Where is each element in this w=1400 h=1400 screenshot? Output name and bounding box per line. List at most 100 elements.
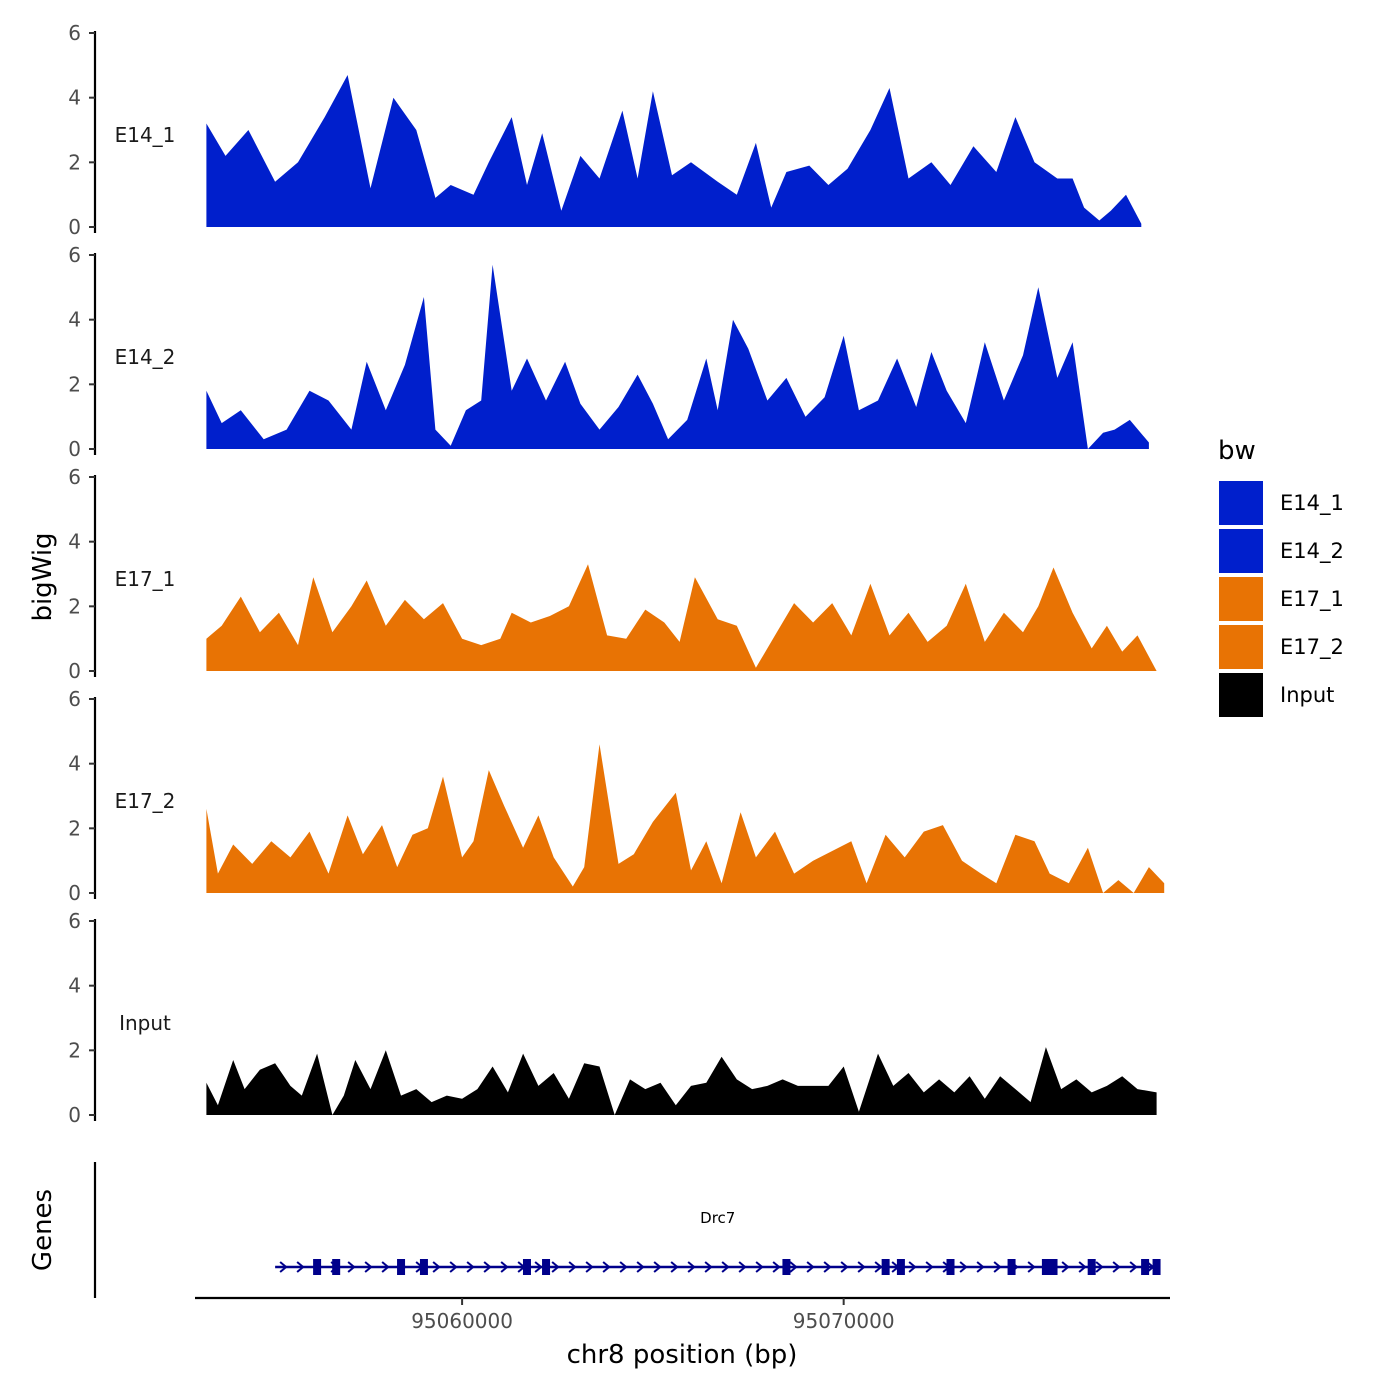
- strand-arrow: [1061, 1261, 1070, 1273]
- strand-arrow: [347, 1261, 356, 1273]
- strand-arrow: [772, 1261, 781, 1273]
- exon: [419, 1259, 428, 1275]
- strand-arrow: [1078, 1261, 1087, 1273]
- strand-arrow: [670, 1261, 679, 1273]
- track-panel-e17-2: 0 2 4 6 E17_2: [68, 687, 1165, 905]
- exon: [896, 1259, 905, 1275]
- legend-swatch: [1217, 575, 1265, 623]
- y-tick-label: 0: [68, 1103, 81, 1127]
- signal-area: [206, 744, 1165, 893]
- strand-arrow: [534, 1261, 543, 1273]
- exon: [313, 1259, 322, 1275]
- y-tick-label: 4: [68, 308, 81, 332]
- x-axis-title: chr8 position (bp): [567, 1340, 798, 1370]
- strand-arrow: [823, 1261, 832, 1273]
- y-tick-label: 2: [68, 1038, 81, 1062]
- strand-arrow: [296, 1261, 305, 1273]
- strand-arrow: [483, 1261, 492, 1273]
- strand-arrow: [449, 1261, 458, 1273]
- y-tick-label: 0: [68, 215, 81, 239]
- y-tick-label: 2: [68, 372, 81, 396]
- signal-area: [206, 264, 1149, 449]
- legend-label: E14_1: [1280, 491, 1344, 516]
- exon: [397, 1259, 406, 1275]
- x-tick-label: 95070000: [793, 1309, 895, 1333]
- y-tick-label: 6: [68, 21, 81, 45]
- strand-arrow: [1112, 1261, 1121, 1273]
- exon: [1141, 1259, 1150, 1275]
- bigwig-tracks: 0 2 4 6 E14_1 0 2 4 6 E14_2 0 2 4 6 E17_1 0 2 4 6 E17_2 0 2 4 6…: [68, 21, 1165, 1127]
- y-tick-label: 6: [68, 465, 81, 489]
- strand-arrow: [653, 1261, 662, 1273]
- legend-swatch: [1217, 527, 1265, 575]
- strand-arrow: [636, 1261, 645, 1273]
- y-tick-label: 4: [68, 86, 81, 110]
- y-tick-label: 6: [68, 687, 81, 711]
- track-label: Input: [119, 1011, 171, 1035]
- track-panel-e14-1: 0 2 4 6 E14_1: [68, 21, 1142, 239]
- legend-swatch: [1217, 671, 1265, 719]
- track-label: E17_1: [115, 567, 176, 591]
- track-label: E14_1: [115, 123, 176, 147]
- y-tick-label: 0: [68, 881, 81, 905]
- strand-arrow: [704, 1261, 713, 1273]
- gene-name-label: Drc7: [700, 1209, 735, 1227]
- exon: [1049, 1259, 1058, 1275]
- track-label: E14_2: [115, 345, 176, 369]
- strand-arrow: [381, 1261, 390, 1273]
- y-tick-label: 0: [68, 437, 81, 461]
- x-tick-label: 95060000: [411, 1309, 513, 1333]
- exon: [332, 1259, 341, 1275]
- legend-label: E14_2: [1280, 539, 1344, 564]
- strand-arrow: [857, 1261, 866, 1273]
- y-tick-label: 6: [68, 243, 81, 267]
- strand-arrow: [585, 1261, 594, 1273]
- signal-area: [206, 564, 1157, 671]
- y-tick-label: 2: [68, 594, 81, 618]
- x-axis: 95060000 95070000: [195, 1296, 1170, 1333]
- strand-arrow: [755, 1261, 764, 1273]
- strand-arrow: [874, 1261, 883, 1273]
- track-panel-input: 0 2 4 6 Input: [68, 909, 1157, 1127]
- legend: bw E14_1 E14_2 E17_1 E17_2 Input: [1217, 436, 1344, 719]
- gene-drc7: Drc7: [275, 1209, 1161, 1275]
- strand-arrow: [364, 1261, 373, 1273]
- y-tick-label: 2: [68, 816, 81, 840]
- exon: [1087, 1259, 1096, 1275]
- strand-arrow: [959, 1261, 968, 1273]
- strand-arrow: [738, 1261, 747, 1273]
- strand-arrow: [619, 1261, 628, 1273]
- strand-arrow: [721, 1261, 730, 1273]
- strand-arrow: [279, 1261, 288, 1273]
- exon: [946, 1259, 955, 1275]
- strand-arrow: [466, 1261, 475, 1273]
- legend-label: E17_2: [1280, 635, 1344, 660]
- track-label: E17_2: [115, 789, 176, 813]
- strand-arrow: [908, 1261, 917, 1273]
- strand-arrow: [1095, 1261, 1104, 1273]
- legend-label: E17_1: [1280, 587, 1344, 612]
- strand-arrow: [1027, 1261, 1036, 1273]
- exon: [542, 1259, 551, 1275]
- track-panel-e14-2: 0 2 4 6 E14_2: [68, 243, 1149, 461]
- y-axis-title: bigWig: [28, 532, 58, 621]
- genes-axis-title: Genes: [28, 1189, 58, 1271]
- legend-title: bw: [1218, 436, 1256, 466]
- strand-arrow: [602, 1261, 611, 1273]
- exon: [1152, 1259, 1161, 1275]
- y-tick-label: 0: [68, 659, 81, 683]
- strand-arrow: [840, 1261, 849, 1273]
- strand-arrow: [806, 1261, 815, 1273]
- strand-arrow: [568, 1261, 577, 1273]
- strand-arrow: [993, 1261, 1002, 1273]
- track-panel-e17-1: 0 2 4 6 E17_1: [68, 465, 1157, 683]
- strand-arrow: [925, 1261, 934, 1273]
- exon: [1041, 1259, 1050, 1275]
- gene-track: Drc7: [93, 1162, 1161, 1298]
- legend-label: Input: [1280, 683, 1334, 707]
- strand-arrow: [789, 1261, 798, 1273]
- strand-arrow: [976, 1261, 985, 1273]
- strand-arrow: [551, 1261, 560, 1273]
- exon: [1007, 1259, 1016, 1275]
